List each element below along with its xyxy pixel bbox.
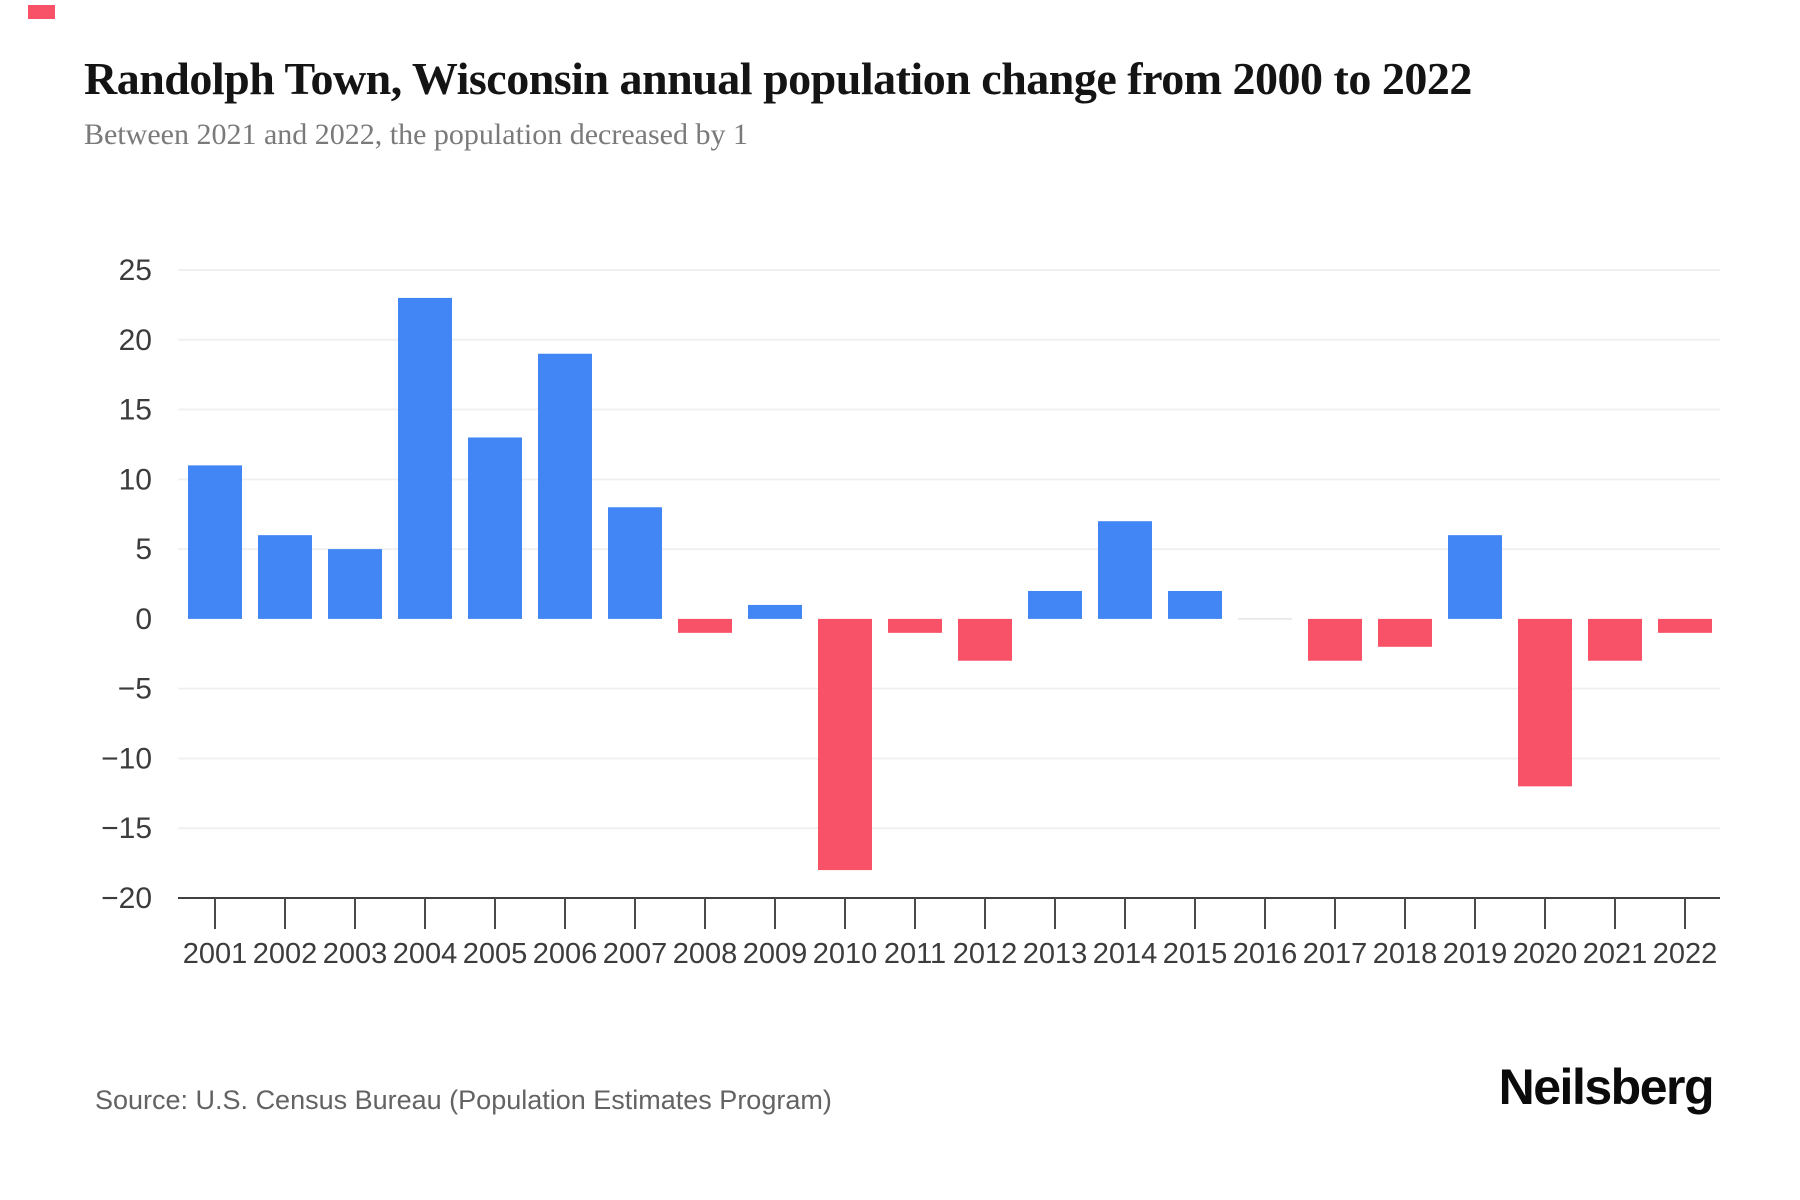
x-tick-label-2011: 2011: [884, 938, 946, 970]
x-tick-label-2002: 2002: [253, 938, 318, 970]
y-tick-label--20: −20: [101, 882, 152, 915]
x-tick-label-2004: 2004: [393, 938, 458, 970]
y-tick-label-10: 10: [119, 463, 152, 496]
x-tick-label-2001: 2001: [183, 938, 248, 970]
x-tick-label-2009: 2009: [743, 938, 808, 970]
bar-2014[interactable]: [1098, 521, 1152, 619]
y-tick-label-15: 15: [119, 394, 152, 427]
y-tick-label-0: 0: [135, 603, 152, 636]
brand-mark: [28, 5, 55, 19]
y-tick-label-5: 5: [135, 533, 152, 566]
x-tick-label-2014: 2014: [1093, 938, 1158, 970]
x-tick-label-2018: 2018: [1373, 938, 1438, 970]
x-tick-label-2017: 2017: [1303, 938, 1368, 970]
bar-2015[interactable]: [1168, 590, 1222, 619]
y-tick-label--5: −5: [118, 673, 152, 706]
bar-2010[interactable]: [818, 618, 872, 871]
y-tick-label-20: 20: [119, 324, 152, 357]
bar-2009[interactable]: [748, 604, 802, 619]
x-tick-label-2003: 2003: [323, 938, 388, 970]
bar-2017[interactable]: [1308, 618, 1362, 661]
x-tick-label-2020: 2020: [1513, 938, 1578, 970]
x-tick-label-2021: 2021: [1583, 938, 1648, 970]
x-tick-label-2005: 2005: [463, 938, 528, 970]
bar-2008[interactable]: [678, 618, 732, 633]
x-tick-label-2016: 2016: [1233, 938, 1298, 970]
bar-2004[interactable]: [398, 297, 452, 619]
x-tick-label-2013: 2013: [1023, 938, 1088, 970]
bar-2002[interactable]: [258, 535, 312, 619]
x-tick-label-2012: 2012: [953, 938, 1018, 970]
x-tick-label-2010: 2010: [813, 938, 878, 970]
bar-2018[interactable]: [1378, 618, 1432, 647]
bar-2005[interactable]: [468, 437, 522, 619]
neilsberg-logo: Neilsberg: [1498, 1059, 1715, 1115]
bar-2019[interactable]: [1448, 535, 1502, 619]
x-tick-label-2006: 2006: [533, 938, 598, 970]
y-tick-label--10: −10: [101, 742, 152, 775]
y-tick-label-25: 25: [119, 254, 152, 287]
bar-2007[interactable]: [608, 507, 662, 619]
page-subtitle: Between 2021 and 2022, the population de…: [84, 118, 748, 151]
x-tick-label-2007: 2007: [603, 938, 668, 970]
bar-2016[interactable]: [1238, 617, 1292, 620]
x-tick-label-2008: 2008: [673, 938, 738, 970]
bar-2012[interactable]: [958, 618, 1012, 661]
source-attribution: Source: U.S. Census Bureau (Population E…: [95, 1085, 832, 1115]
bar-2022[interactable]: [1658, 618, 1712, 633]
x-tick-label-2015: 2015: [1163, 938, 1228, 970]
bar-2021[interactable]: [1588, 618, 1642, 661]
x-tick-label-2022: 2022: [1653, 938, 1718, 970]
bar-2013[interactable]: [1028, 590, 1082, 619]
bar-2020[interactable]: [1518, 618, 1572, 787]
bar-2011[interactable]: [888, 618, 942, 633]
x-tick-label-2019: 2019: [1443, 938, 1508, 970]
y-tick-label--15: −15: [101, 812, 152, 845]
page-title: Randolph Town, Wisconsin annual populati…: [84, 53, 1472, 104]
bar-2006[interactable]: [538, 353, 592, 619]
bar-2001[interactable]: [188, 465, 242, 619]
bar-2003[interactable]: [328, 549, 382, 619]
